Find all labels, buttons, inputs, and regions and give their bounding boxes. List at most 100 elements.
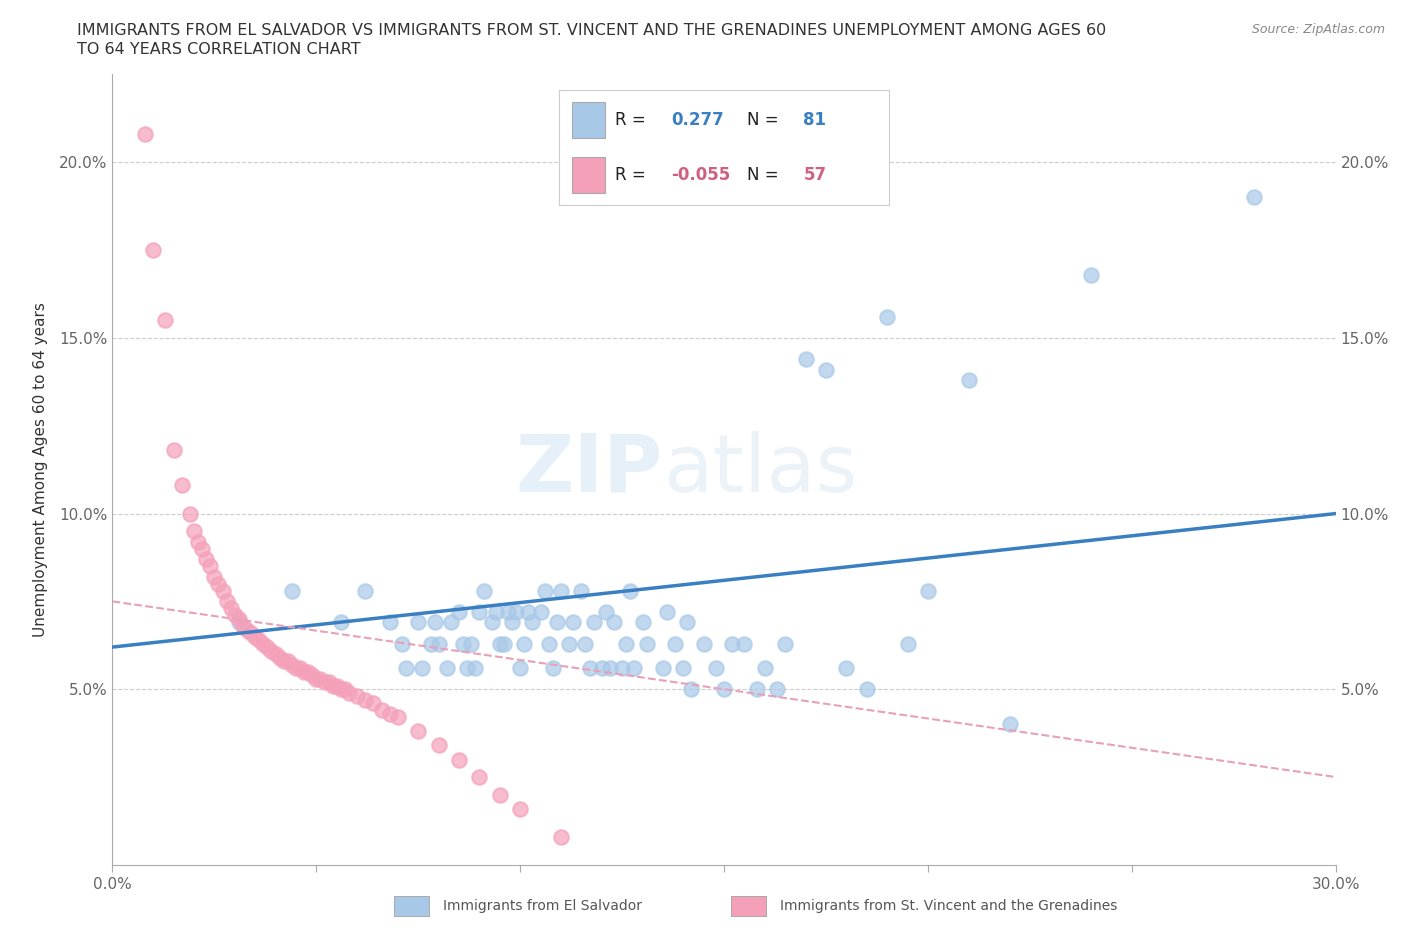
Point [522, 615, 544, 630]
Point [501, 615, 523, 630]
Point [578, 660, 600, 675]
Point [240, 626, 263, 641]
Point [391, 636, 413, 651]
Point [228, 612, 250, 627]
Text: IMMIGRANTS FROM EL SALVADOR VS IMMIGRANTS FROM ST. VINCENT AND THE GRENADINES UN: IMMIGRANTS FROM EL SALVADOR VS IMMIGRANT… [77, 23, 1107, 38]
Point [614, 636, 637, 651]
Point [269, 650, 291, 665]
Point [546, 615, 568, 630]
Point [447, 752, 470, 767]
Point [734, 636, 756, 651]
Point [427, 738, 450, 753]
Point [599, 660, 621, 675]
Point [179, 506, 201, 521]
Point [204, 569, 226, 584]
Point [1080, 267, 1102, 282]
Point [142, 243, 165, 258]
Point [170, 478, 193, 493]
Point [305, 671, 328, 686]
Point [224, 608, 246, 623]
Point [309, 671, 332, 686]
Point [636, 636, 658, 651]
Point [329, 682, 352, 697]
Point [297, 664, 319, 679]
Point [485, 604, 508, 619]
Point [337, 685, 360, 700]
Point [211, 583, 233, 598]
Point [273, 654, 295, 669]
Point [252, 636, 274, 651]
Point [322, 678, 344, 693]
Point [378, 615, 401, 630]
Y-axis label: Unemployment Among Ages 60 to 64 years: Unemployment Among Ages 60 to 64 years [34, 302, 48, 637]
Text: TO 64 YEARS CORRELATION CHART: TO 64 YEARS CORRELATION CHART [77, 42, 361, 57]
Point [378, 707, 401, 722]
Text: Source: ZipAtlas.com: Source: ZipAtlas.com [1251, 23, 1385, 36]
Point [672, 660, 695, 675]
Point [423, 615, 446, 630]
Point [134, 126, 156, 141]
Point [492, 636, 515, 651]
Point [207, 577, 229, 591]
Point [693, 636, 716, 651]
Point [440, 615, 463, 630]
Point [541, 660, 564, 675]
Point [346, 689, 368, 704]
Point [456, 660, 478, 675]
Point [481, 615, 503, 630]
Point [631, 615, 654, 630]
Point [247, 632, 270, 647]
Point [721, 636, 744, 651]
Point [745, 682, 768, 697]
Point [489, 636, 512, 651]
Point [468, 604, 491, 619]
Point [187, 534, 209, 549]
Text: ZIP: ZIP [516, 431, 664, 509]
Point [794, 352, 817, 366]
Point [550, 583, 572, 598]
Point [232, 618, 254, 633]
Point [460, 636, 482, 651]
Point [314, 675, 336, 690]
Point [652, 660, 675, 675]
Point [537, 636, 560, 651]
Point [655, 604, 678, 619]
Point [183, 524, 205, 538]
Point [704, 660, 727, 675]
Point [326, 678, 349, 693]
Text: Immigrants from El Salvador: Immigrants from El Salvador [443, 898, 643, 913]
Point [370, 703, 392, 718]
Point [766, 682, 789, 697]
Point [623, 660, 645, 675]
Point [835, 660, 858, 675]
Point [447, 604, 470, 619]
Point [571, 583, 593, 598]
Point [284, 660, 308, 675]
Point [513, 636, 536, 651]
Point [419, 636, 441, 651]
Point [395, 660, 418, 675]
Point [411, 660, 433, 675]
Point [427, 636, 450, 651]
Point [219, 601, 242, 616]
Point [468, 770, 491, 785]
Point [582, 615, 605, 630]
Point [288, 660, 311, 675]
Point [1243, 190, 1265, 205]
Point [676, 615, 699, 630]
Point [574, 636, 596, 651]
Point [408, 724, 430, 738]
Point [619, 583, 641, 598]
Point [155, 312, 177, 327]
Point [558, 636, 581, 651]
Point [505, 604, 527, 619]
Point [464, 660, 486, 675]
Point [245, 629, 267, 644]
Point [489, 787, 512, 802]
Point [318, 675, 340, 690]
Point [713, 682, 735, 697]
Point [917, 583, 939, 598]
Point [436, 660, 458, 675]
Point [815, 362, 838, 377]
Point [529, 604, 551, 619]
